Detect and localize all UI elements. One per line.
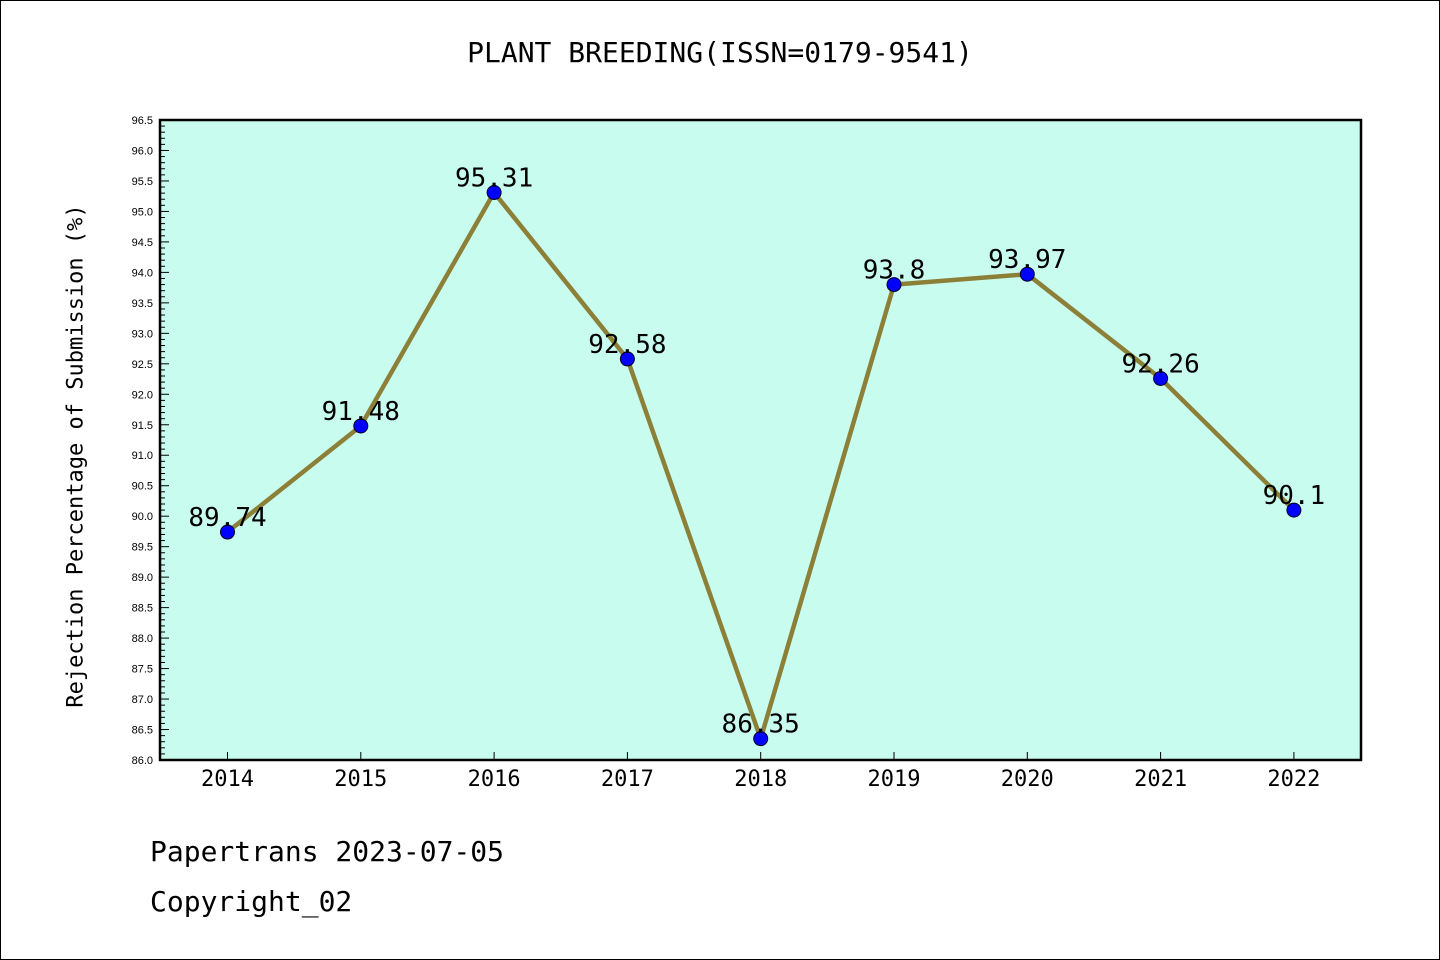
y-tick-label: 93.0 <box>132 328 153 340</box>
x-tick-label: 2017 <box>601 767 654 792</box>
data-label-2015: 91.48 <box>322 397 400 427</box>
data-label-2019: 93.8 <box>863 256 926 286</box>
data-label-2021: 92.26 <box>1121 349 1199 379</box>
y-tick-label: 96.5 <box>132 115 153 127</box>
chart-title: PLANT BREEDING(ISSN=0179-9541) <box>467 36 973 69</box>
plot-area <box>160 120 1361 760</box>
x-tick-label: 2015 <box>334 767 387 792</box>
data-point-2016 <box>486 185 502 201</box>
data-point-2017 <box>619 351 635 367</box>
data-label-2016: 95.31 <box>455 164 533 194</box>
y-tick-label: 94.0 <box>132 267 153 279</box>
y-tick-label: 94.5 <box>132 237 153 249</box>
y-tick-label: 88.0 <box>132 633 153 645</box>
data-label-2017: 92.58 <box>588 330 666 360</box>
x-tick-label: 2019 <box>868 767 921 792</box>
data-point-2018 <box>753 731 769 747</box>
data-point-2022 <box>1286 502 1302 518</box>
x-tick-label: 2022 <box>1267 767 1320 792</box>
plot-border <box>158 118 1363 762</box>
data-label-2018: 86.35 <box>722 710 800 740</box>
y-tick-label: 92.5 <box>132 359 153 371</box>
footer-date-line: Papertrans 2023-07-05 <box>150 835 505 868</box>
x-tick-label: 2018 <box>734 767 787 792</box>
data-label-2022: 90.1 <box>1263 481 1326 511</box>
footer-copyright-line: Copyright_02 <box>150 885 353 918</box>
y-tick-label: 90.5 <box>132 481 153 493</box>
y-tick-label: 96.0 <box>132 145 153 157</box>
y-tick-label: 92.0 <box>132 389 153 401</box>
x-tick-label: 2020 <box>1001 767 1054 792</box>
y-tick-label: 89.5 <box>132 542 153 554</box>
y-tick-label: 87.5 <box>132 664 153 676</box>
x-tick-label: 2021 <box>1134 767 1187 792</box>
x-tick-label: 2014 <box>201 767 254 792</box>
data-point-2021 <box>1153 370 1169 386</box>
y-tick-label: 88.5 <box>132 603 153 615</box>
data-point-2015 <box>353 418 369 434</box>
data-label-2014: 89.74 <box>188 503 266 533</box>
data-point-2019 <box>886 277 902 293</box>
y-tick-label: 90.0 <box>132 511 153 523</box>
x-tick-label: 2016 <box>468 767 521 792</box>
data-point-2020 <box>1019 266 1035 282</box>
data-point-2014 <box>220 524 235 540</box>
data-label-2020: 93.97 <box>988 245 1066 275</box>
y-tick-label: 87.0 <box>132 694 153 706</box>
y-tick-label: 86.0 <box>132 755 153 767</box>
y-tick-label: 91.0 <box>132 450 153 462</box>
y-tick-label: 95.0 <box>132 206 153 218</box>
y-tick-label: 86.5 <box>132 725 153 737</box>
y-tick-label: 95.5 <box>132 176 153 188</box>
y-tick-label: 91.5 <box>132 420 153 432</box>
y-tick-label: 89.0 <box>132 572 153 584</box>
y-tick-label: 93.5 <box>132 298 153 310</box>
